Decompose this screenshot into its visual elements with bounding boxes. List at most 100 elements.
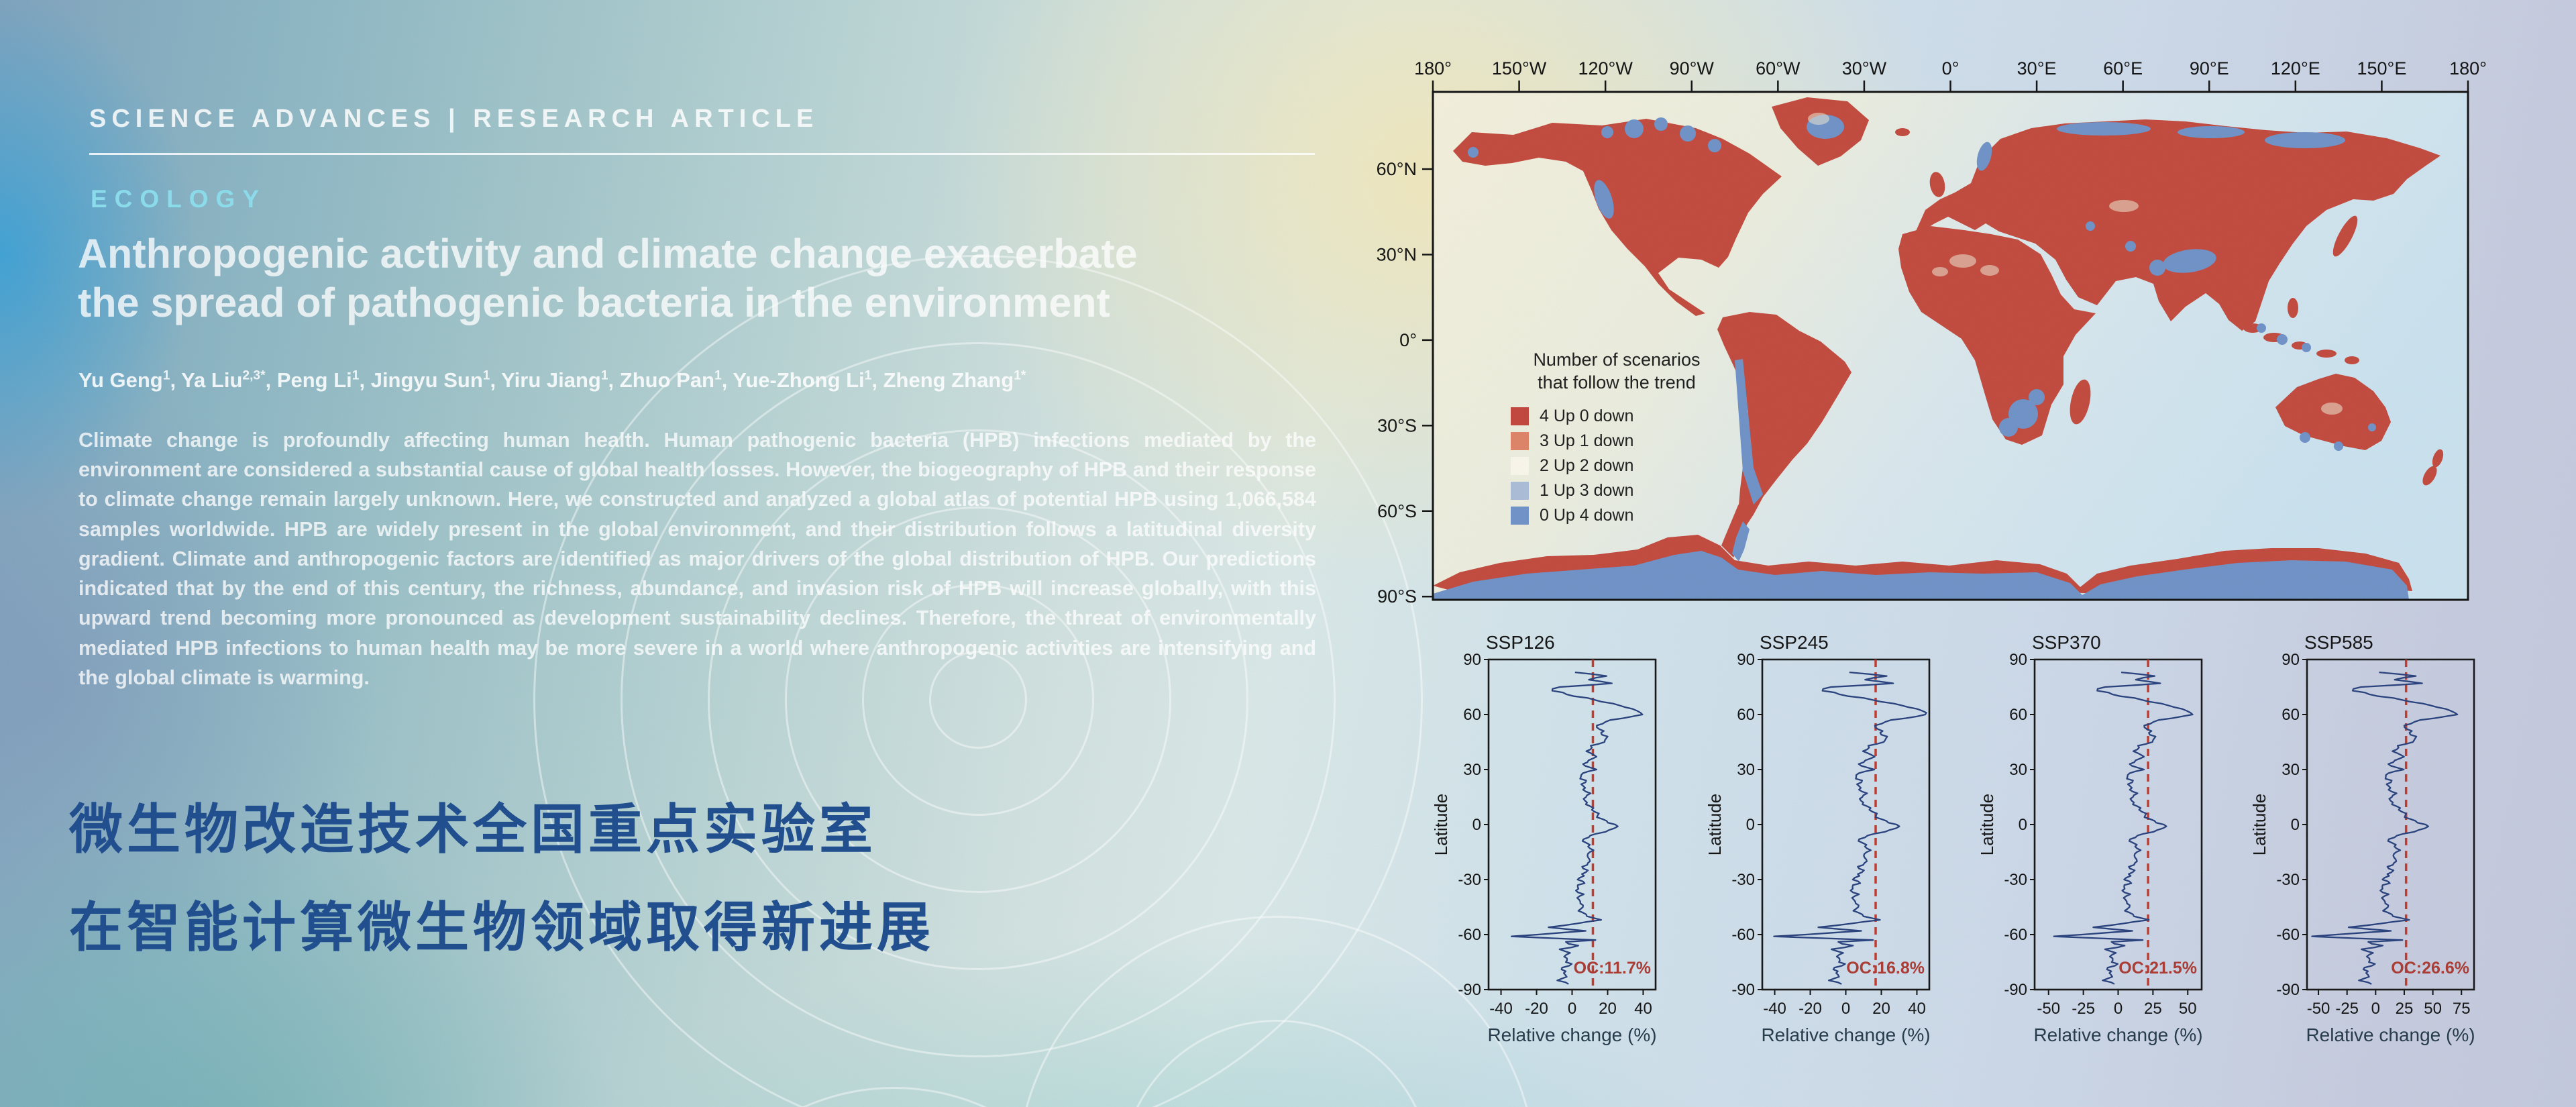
author: Yiru Jiang1 [501,368,608,392]
y-tick-label: 90 [1737,651,1755,669]
author: Zheng Zhang1* [883,368,1026,392]
y-tick-label: -90 [2004,981,2027,999]
x-tick-label: 0 [1841,1000,1850,1018]
oc-value-label: OC:21.5% [2118,959,2197,978]
author: Jingyu Sun1 [370,368,490,392]
map-top-tick-label: 120°W [1578,58,1633,78]
author-affiliation-sup: 1 [162,368,170,383]
article-title: Anthropogenic activity and climate chang… [78,229,1138,327]
banner-chinese-line1: 微生物改造技术全国重点实验室 [69,798,877,861]
x-tick-label: 25 [2144,1000,2162,1018]
x-tick-label: -25 [2335,1000,2359,1018]
map-top-tick-label: 180° [1414,58,1452,78]
y-tick-label: 0 [1746,816,1755,834]
legend-item-label: 1 Up 3 down [1540,480,1634,500]
map-top-tick-label: 120°E [2271,58,2320,78]
author: Yu Geng1 [78,368,170,392]
x-tick-label: 40 [1634,1000,1652,1018]
y-tick-label: 0 [2291,816,2300,834]
y-tick-label: 60 [2282,706,2300,724]
map-top-tick-label: 0° [1942,58,1960,78]
y-tick-label: -30 [1731,871,1755,889]
map-left-tick-label: 60°S [1377,501,1417,521]
latitude-profile-curve [2053,671,2194,985]
y-axis-label: Latitude [1431,794,1451,856]
x-tick-label: 50 [2179,1000,2197,1018]
y-axis-label: Latitude [2249,794,2269,856]
y-tick-label: -60 [2004,926,2027,944]
y-tick-label: 30 [2009,761,2027,779]
map-left-tick-label: 0° [1399,330,1417,350]
author-affiliation-sup: 1 [600,368,608,383]
abstract-text: Climate change is profoundly affecting h… [78,429,1316,689]
y-axis-label: Latitude [1705,794,1725,856]
y-tick-label: -90 [1458,981,1481,999]
author-affiliation-sup: 1 [482,368,490,383]
legend-title: Number of scenarios that follow the tren… [1476,349,1758,394]
author-affiliation-sup: 1* [1014,368,1026,383]
y-tick-label: 60 [1463,706,1481,724]
section-label: ECOLOGY [91,185,267,213]
y-tick-label: 0 [2019,816,2027,834]
oc-value-label: OC:11.7% [1574,959,1651,978]
panel-title: SSP585 [2304,632,2373,653]
author-affiliation-sup: 1 [714,368,722,383]
panel-title: SSP245 [1760,632,1829,653]
y-tick-label: 0 [1472,816,1481,834]
article-title-line2: the spread of pathogenic bacteria in the… [78,280,1110,326]
legend-item: 2 Up 2 down [1511,454,1758,478]
y-tick-label: 60 [2009,706,2027,724]
journal-line: SCIENCE ADVANCES | RESEARCH ARTICLE [89,105,819,133]
x-axis-label: Relative change (%) [1487,1024,1656,1045]
x-tick-label: -50 [2037,1000,2060,1018]
x-tick-label: 20 [1872,1000,1890,1018]
map-left-tick-label: 30°S [1377,415,1417,435]
panel-frame [2033,658,2203,991]
legend-swatch [1511,456,1529,475]
y-tick-label: 90 [2282,651,2300,669]
x-tick-label: -25 [2072,1000,2095,1018]
map-left-tick-label: 90°S [1377,586,1417,607]
x-tick-label: -40 [1489,1000,1513,1018]
world-map-figure: 180° 150°W 120°W 90°W 60°W 30°W 0° 30°E 60°E 90°E… [1377,58,2487,607]
panel-frame [1761,658,1931,991]
y-axis-label: Latitude [1977,794,1997,856]
legend-item-label: 0 Up 4 down [1540,505,1634,525]
y-tick-label: 30 [2282,761,2300,779]
map-top-tick-label: 90°W [1670,58,1715,78]
x-tick-label: 25 [2396,1000,2414,1018]
author: Ya Liu2,3* [181,368,266,392]
y-tick-label: -30 [2004,871,2027,889]
legend-swatch [1511,506,1529,525]
oc-value-label: OC:16.8% [1846,959,1925,978]
author: Yue-Zhong Li1 [733,368,872,392]
x-tick-label: -20 [1799,1000,1822,1018]
author: Zhuo Pan1 [619,368,722,392]
x-tick-label: 20 [1599,1000,1617,1018]
x-tick-label: -50 [2307,1000,2330,1018]
x-tick-label: -20 [1525,1000,1548,1018]
map-top-tick-label: 60°E [2103,58,2143,78]
y-tick-label: -90 [1731,981,1755,999]
map-top-tick-label: 90°E [2190,58,2229,78]
latitude-profile-curve [2311,671,2459,985]
map-top-tick-label: 30°E [2017,58,2057,78]
x-axis-label: Relative change (%) [2033,1024,2202,1045]
legend-item-label: 3 Up 1 down [1540,431,1634,450]
y-tick-label: 90 [2009,651,2027,669]
y-tick-label: -30 [1458,871,1481,889]
x-tick-label: 0 [1568,1000,1576,1018]
x-tick-label: 75 [2453,1000,2471,1018]
y-tick-label: -30 [2276,871,2300,889]
legend-item: 3 Up 1 down [1511,429,1758,454]
legend-item: 4 Up 0 down [1511,404,1758,429]
y-tick-label: -60 [2276,926,2300,944]
latitude-profile-curve [1773,671,1927,985]
latitude-profile-curve [1510,671,1644,985]
legend-item: 0 Up 4 down [1511,503,1758,528]
y-tick-label: 30 [1737,761,1755,779]
ssp-panel-SSP126: SSP126 90 60 30 0 -30 -60 -90 Latitude -40 -20 0 20 4… [1431,632,1657,1045]
x-axis-label: Relative change (%) [1761,1024,1930,1045]
